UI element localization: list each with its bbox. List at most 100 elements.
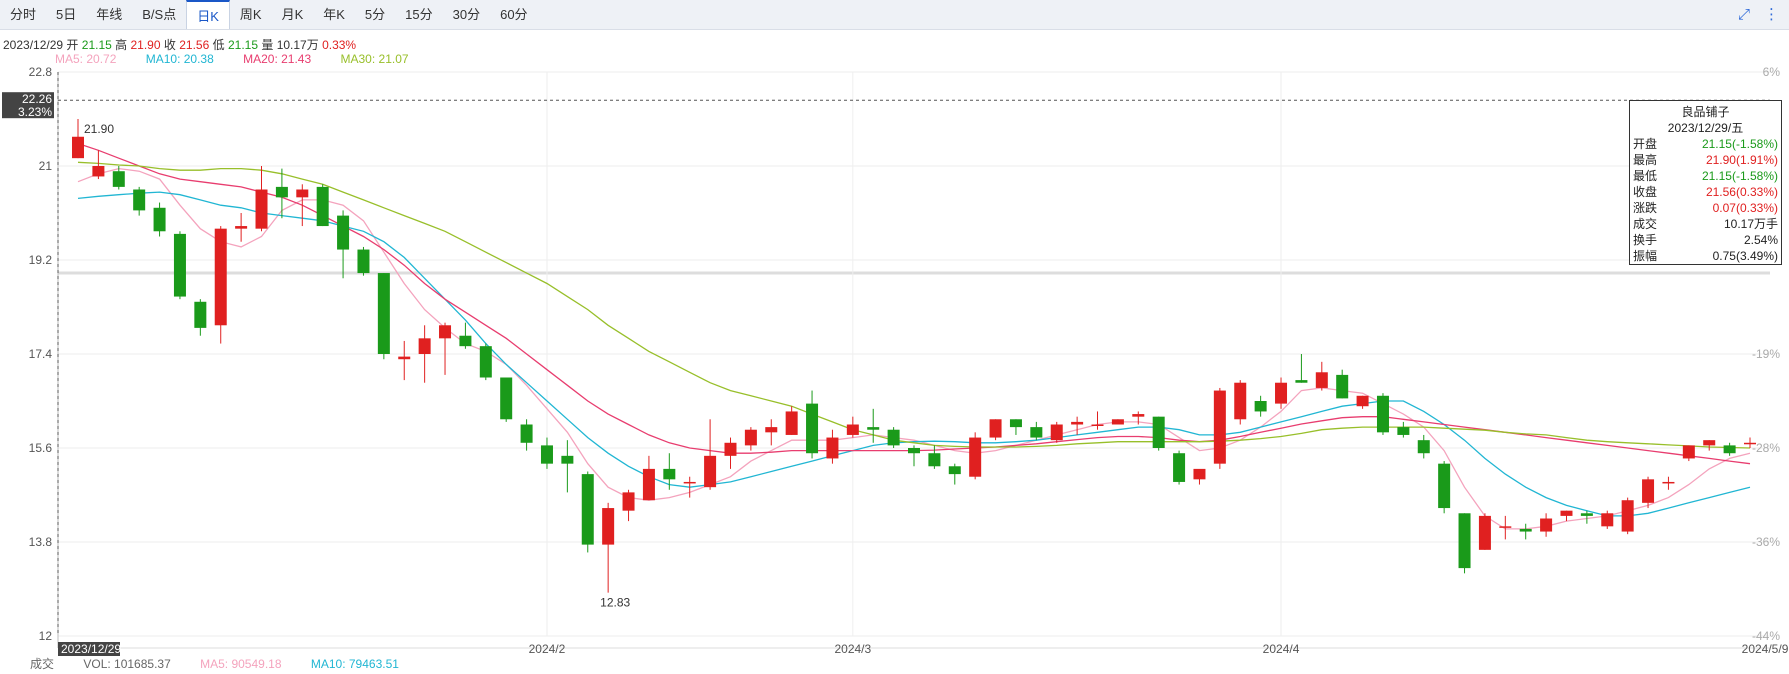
tooltip-row-value: 10.17万手 bbox=[1723, 217, 1778, 231]
candle-body bbox=[1091, 424, 1104, 426]
tooltip-row-label: 成交 bbox=[1633, 217, 1658, 231]
candle-body bbox=[1499, 526, 1512, 528]
y-tick-label: 13.8 bbox=[29, 535, 53, 549]
tab-bs-points[interactable]: B/S点 bbox=[142, 7, 177, 22]
candle-body bbox=[1132, 414, 1145, 417]
info-close: 21.56 bbox=[179, 38, 210, 52]
candle-body bbox=[1438, 463, 1451, 509]
y-pct-label: -19% bbox=[1752, 347, 1780, 361]
more-icon[interactable]: ⋮ bbox=[1764, 6, 1779, 23]
info-low: 21.15 bbox=[227, 38, 258, 52]
candle-body bbox=[908, 448, 920, 454]
volume-value: VOL: 101685.37 bbox=[83, 657, 171, 671]
ma-line-ma20 bbox=[77, 142, 1751, 465]
candle-body bbox=[520, 424, 533, 443]
candle-body bbox=[275, 186, 288, 198]
tab-intraday[interactable]: 分时 bbox=[10, 7, 37, 22]
tooltip-row-label: 最高 bbox=[1633, 153, 1658, 167]
tooltip-row-value: 21.56(0.33%) bbox=[1705, 185, 1778, 199]
ma-line-ma5 bbox=[77, 167, 1751, 530]
price-annotation: 21.90 bbox=[84, 122, 114, 136]
tooltip-row: 换手 2.54% bbox=[1630, 232, 1781, 248]
tooltip-row: 最高 21.90(1.91%) bbox=[1630, 152, 1781, 168]
candle-body bbox=[540, 445, 553, 464]
tab-5day[interactable]: 5日 bbox=[56, 7, 77, 22]
candle-body bbox=[948, 466, 961, 475]
tooltip-row-value: 21.15(-1.58%) bbox=[1701, 137, 1778, 151]
candle-body bbox=[806, 403, 819, 454]
candle-body bbox=[1580, 513, 1593, 516]
tab-60min[interactable]: 60分 bbox=[500, 7, 528, 22]
volume-ma10: MA10: 79463.51 bbox=[310, 657, 399, 671]
x-label-bg bbox=[58, 642, 120, 656]
candle-body bbox=[846, 424, 859, 435]
tab-daily-k[interactable]: 日K bbox=[186, 0, 230, 29]
tab-30min[interactable]: 30分 bbox=[452, 7, 481, 22]
x-tick-label: 2024/2 bbox=[529, 642, 566, 656]
tooltip-row-label: 振幅 bbox=[1633, 249, 1658, 263]
collapse-icon[interactable]: ⤢ bbox=[1737, 6, 1750, 23]
candle-body bbox=[561, 455, 574, 464]
candle-body bbox=[581, 474, 594, 545]
candle-body bbox=[500, 377, 513, 420]
candle-body bbox=[214, 228, 227, 326]
candle-body bbox=[1295, 380, 1308, 383]
candle-body bbox=[133, 189, 146, 211]
candle-body bbox=[1723, 445, 1736, 454]
candle-body bbox=[112, 171, 125, 187]
tooltip-row: 最低 21.15(-1.58%) bbox=[1630, 168, 1781, 184]
tooltip-row-label: 收盘 bbox=[1633, 185, 1658, 199]
x-tick-label: 2024/4 bbox=[1263, 642, 1300, 656]
candle-body bbox=[928, 453, 941, 467]
tab-15min[interactable]: 15分 bbox=[405, 7, 433, 22]
ma-line-ma30 bbox=[77, 161, 1751, 449]
candle-body bbox=[989, 419, 1002, 438]
candle-body bbox=[1111, 419, 1124, 425]
candle-body bbox=[1152, 416, 1165, 448]
tab-monthly-k[interactable]: 月K bbox=[281, 7, 304, 22]
candle-body bbox=[1356, 395, 1369, 407]
y-pct-label: 6% bbox=[1763, 65, 1781, 79]
candle-body bbox=[867, 427, 880, 430]
candle-body bbox=[479, 346, 492, 378]
period-tabs: 分时 5日 年线 B/S点 日K 周K 月K 年K 5分 15分 30分 60分 bbox=[0, 0, 538, 29]
tooltip-stock-name: 良品铺子 bbox=[1681, 105, 1730, 119]
ohlc-info-line: 2023/12/29 开 21.15 高 21.90 收 21.56 低 21.… bbox=[3, 36, 356, 53]
info-date: 2023/12/29 bbox=[3, 38, 64, 52]
candle-body bbox=[1173, 453, 1186, 482]
crosshair-price-label: 22.26 bbox=[22, 92, 52, 106]
ma-line-ma10 bbox=[77, 191, 1751, 517]
candle-body bbox=[439, 325, 452, 339]
y-tick-label: 19.2 bbox=[29, 253, 53, 267]
candle-body bbox=[785, 411, 798, 435]
tooltip-row: 成交 10.17万手 bbox=[1630, 216, 1781, 232]
candle-body bbox=[92, 166, 105, 177]
candle-body bbox=[683, 481, 696, 484]
crosshair-pct-label: 3.23% bbox=[18, 105, 52, 119]
tab-weekly-k[interactable]: 周K bbox=[239, 7, 262, 22]
candle-body bbox=[1519, 528, 1532, 532]
tooltip-row-label: 换手 bbox=[1633, 233, 1658, 247]
volume-label: 成交 bbox=[30, 657, 55, 671]
tooltip-row-label: 涨跌 bbox=[1633, 201, 1658, 215]
candle-body bbox=[1682, 445, 1695, 459]
info-low-label: 低 bbox=[212, 38, 225, 52]
candle-body bbox=[704, 455, 717, 488]
tab-yearline[interactable]: 年线 bbox=[96, 7, 123, 22]
candle-body bbox=[622, 492, 635, 511]
crosshair-label-bg bbox=[2, 92, 54, 119]
info-vol: 10.17万 bbox=[276, 38, 319, 52]
tooltip-row-label: 开盘 bbox=[1633, 137, 1658, 151]
candle-body bbox=[765, 427, 778, 433]
info-open-label: 开 bbox=[66, 38, 79, 52]
tooltip-date: 2023/12/29/五 bbox=[1667, 121, 1744, 135]
x-tick-label: 2023/12/29 bbox=[61, 642, 121, 656]
tab-5min[interactable]: 5分 bbox=[364, 7, 386, 22]
tab-yearly-k[interactable]: 年K bbox=[323, 7, 345, 22]
data-tooltip: 良品铺子 2023/12/29/五 开盘 21.15(-1.58%) 最高 21.90… bbox=[1629, 100, 1782, 265]
candle-body bbox=[1275, 382, 1288, 404]
candle-body bbox=[173, 233, 186, 297]
tooltip-row: 振幅 0.75(3.49%) bbox=[1630, 248, 1781, 264]
y-pct-label: -44% bbox=[1752, 629, 1780, 643]
